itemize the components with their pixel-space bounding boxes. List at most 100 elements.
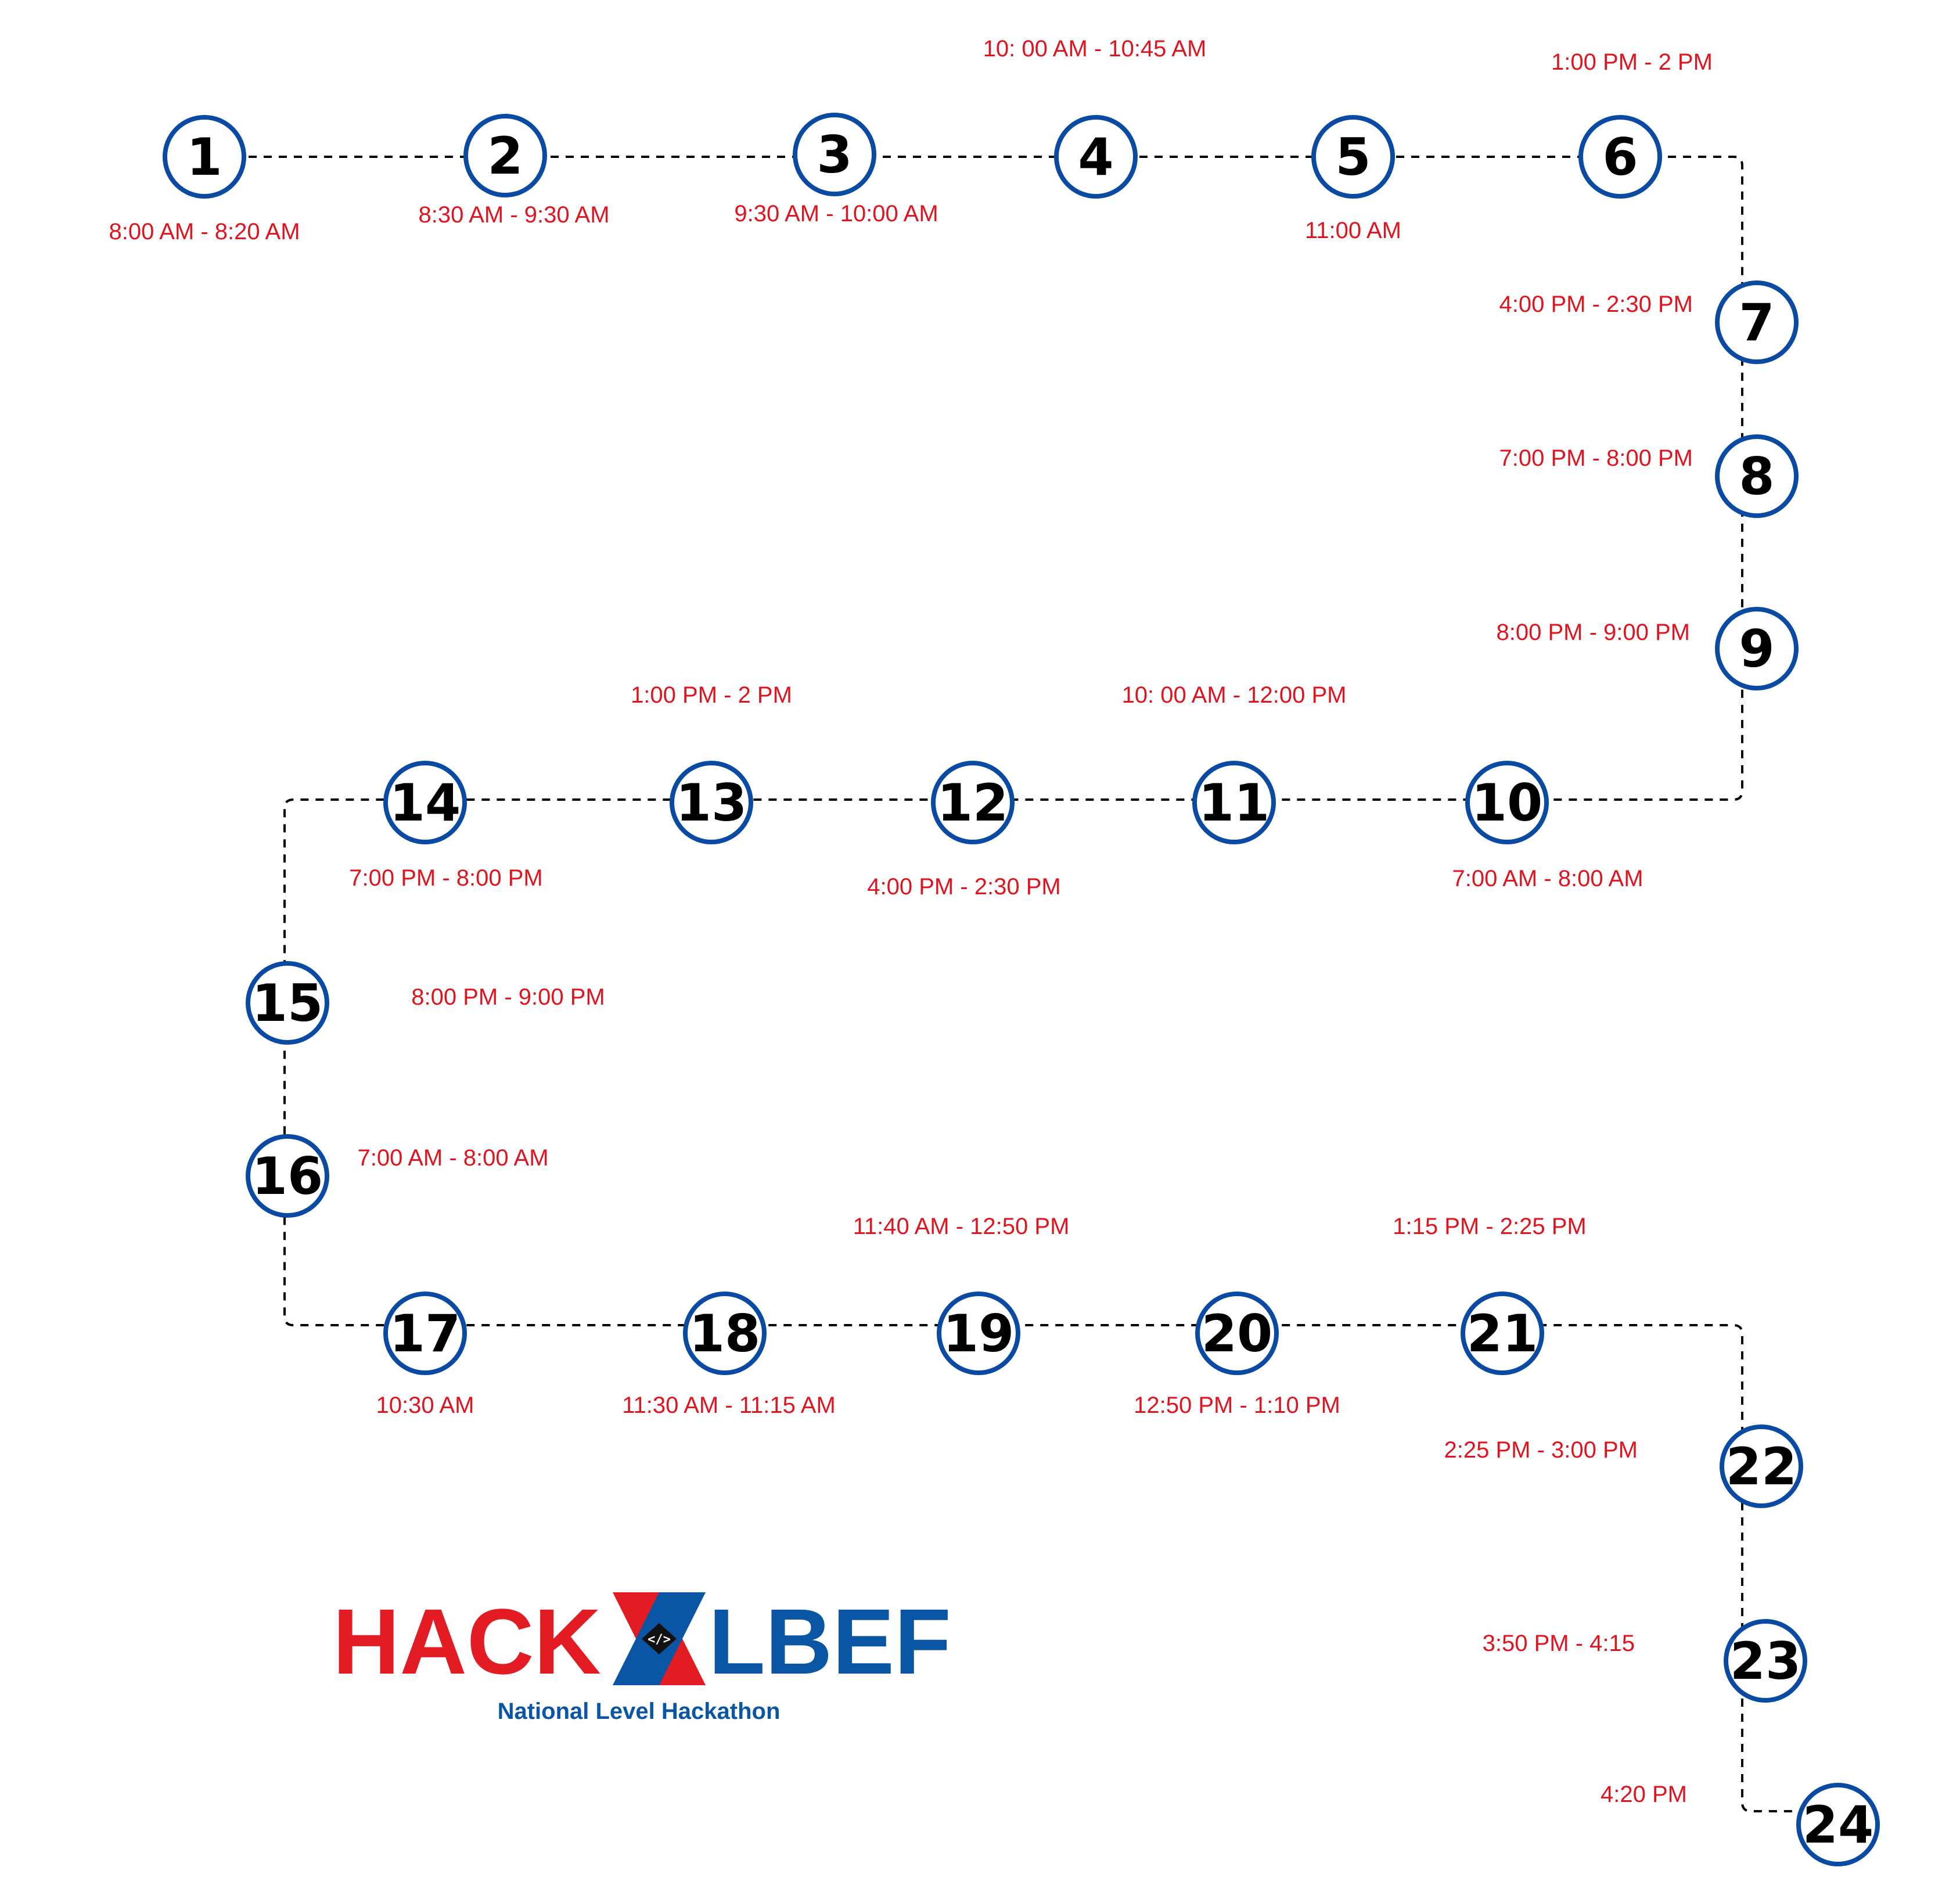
node-circle <box>937 1291 1020 1375</box>
timeline-path <box>203 156 1826 1812</box>
timeline-node-5: 5 <box>1311 115 1395 199</box>
node-circle <box>246 1134 329 1218</box>
time-label-23: 3:50 PM - 4:15 <box>1483 1631 1635 1656</box>
node-circle <box>246 961 329 1045</box>
timeline-node-7: 7 <box>1715 280 1799 364</box>
node-circle <box>683 1291 767 1375</box>
timeline-node-14: 14 <box>383 761 467 844</box>
node-circle <box>383 761 467 844</box>
node-circle <box>931 761 1015 844</box>
time-label-12: 4:00 PM - 2:30 PM <box>867 874 1060 900</box>
time-label-11: 10: 00 AM - 12:00 PM <box>1122 682 1347 708</box>
timeline-node-1: 1 <box>163 115 246 199</box>
time-label-14: 7:00 PM - 8:00 PM <box>349 865 542 891</box>
node-circle <box>1720 1424 1803 1508</box>
timeline-node-16: 16 <box>246 1134 329 1218</box>
timeline-node-4: 4 <box>1054 115 1138 199</box>
node-circle <box>670 761 753 844</box>
timeline-node-22: 22 <box>1720 1424 1803 1508</box>
time-label-6: 1:00 PM - 2 PM <box>1551 49 1713 75</box>
node-number: 9 <box>1739 619 1774 679</box>
timeline-node-18: 18 <box>683 1291 767 1375</box>
timeline-node-8: 8 <box>1715 434 1799 518</box>
node-number: 10 <box>1472 773 1542 833</box>
timeline-node-17: 17 <box>383 1291 467 1375</box>
node-circle <box>1724 1619 1807 1703</box>
time-label-8: 7:00 PM - 8:00 PM <box>1499 445 1693 471</box>
node-circle <box>1796 1783 1880 1866</box>
timeline-node-24: 24 <box>1796 1783 1880 1866</box>
timeline-node-6: 6 <box>1578 115 1662 199</box>
time-label-2: 8:30 AM - 9:30 AM <box>418 202 609 228</box>
node-circle <box>1461 1291 1544 1375</box>
node-number: 2 <box>487 126 523 186</box>
node-number: 14 <box>390 773 461 833</box>
node-number: 13 <box>676 773 747 833</box>
node-number: 16 <box>252 1146 323 1206</box>
node-number: 12 <box>937 773 1008 833</box>
node-circle <box>1715 280 1799 364</box>
timeline-node-2: 2 <box>463 114 547 197</box>
node-number: 22 <box>1726 1437 1797 1496</box>
node-circle <box>1195 1291 1279 1375</box>
hackxlbef-logo: HACK </> LBEF National Level Hackathon <box>333 1589 951 1724</box>
time-label-13: 1:00 PM - 2 PM <box>631 682 792 708</box>
time-label-19: 11:40 AM - 12:50 PM <box>853 1214 1070 1239</box>
logo-word-lbef: LBEF <box>709 1589 951 1693</box>
node-circle <box>1715 607 1799 690</box>
timeline-node-21: 21 <box>1461 1291 1544 1375</box>
node-number: 7 <box>1739 293 1774 352</box>
node-circle <box>163 115 246 199</box>
node-circle <box>1192 761 1276 844</box>
node-number: 15 <box>252 973 323 1033</box>
time-label-20: 12:50 PM - 1:10 PM <box>1134 1393 1340 1418</box>
node-number: 6 <box>1602 127 1638 187</box>
time-label-18: 11:30 AM - 11:15 AM <box>622 1393 836 1418</box>
time-label-15: 8:00 PM - 9:00 PM <box>411 984 605 1010</box>
node-circle <box>1311 115 1395 199</box>
timeline-node-15: 15 <box>246 961 329 1045</box>
node-circle <box>793 113 876 196</box>
node-number: 20 <box>1202 1304 1272 1363</box>
node-number: 24 <box>1803 1795 1873 1855</box>
time-label-24: 4:20 PM <box>1601 1782 1687 1807</box>
time-label-9: 8:00 PM - 9:00 PM <box>1497 620 1690 645</box>
time-label-4: 10: 00 AM - 10:45 AM <box>983 36 1207 62</box>
timeline-node-19: 19 <box>937 1291 1020 1375</box>
timeline-node-9: 9 <box>1715 607 1799 690</box>
time-label-10: 7:00 AM - 8:00 AM <box>1452 866 1643 891</box>
node-circle <box>1715 434 1799 518</box>
time-label-5: 11:00 AM <box>1305 218 1401 243</box>
time-label-21: 1:15 PM - 2:25 PM <box>1393 1214 1586 1239</box>
node-number: 8 <box>1739 447 1774 506</box>
timeline-node-3: 3 <box>793 113 876 196</box>
node-number: 5 <box>1335 127 1371 187</box>
node-number: 21 <box>1467 1304 1538 1363</box>
node-number: 11 <box>1199 773 1269 833</box>
logo-code-badge <box>642 1623 677 1654</box>
node-number: 1 <box>186 127 222 187</box>
time-label-22: 2:25 PM - 3:00 PM <box>1444 1437 1638 1463</box>
timeline-node-20: 20 <box>1195 1291 1279 1375</box>
node-circle <box>463 114 547 197</box>
timeline-node-10: 10 <box>1465 761 1549 844</box>
timeline-node-13: 13 <box>670 761 753 844</box>
timeline-node-12: 12 <box>931 761 1015 844</box>
logo-x-mark: </> <box>613 1592 706 1685</box>
time-label-7: 4:00 PM - 2:30 PM <box>1499 292 1693 317</box>
node-number: 3 <box>817 125 852 185</box>
node-number: 18 <box>689 1304 760 1363</box>
node-circle <box>1054 115 1138 199</box>
time-label-3: 9:30 AM - 10:00 AM <box>734 201 938 226</box>
node-number: 19 <box>943 1304 1014 1363</box>
timeline-node-11: 11 <box>1192 761 1276 844</box>
labels-layer: 8:00 AM - 8:20 AM 8:30 AM - 9:30 AM 9:30 A… <box>109 36 1712 1807</box>
logo-code-badge-text: </> <box>648 1632 671 1647</box>
time-label-17: 10:30 AM <box>376 1393 474 1418</box>
time-label-1: 8:00 AM - 8:20 AM <box>109 219 300 244</box>
logo-tagline: National Level Hackathon <box>498 1699 781 1724</box>
node-number: 17 <box>390 1304 461 1363</box>
